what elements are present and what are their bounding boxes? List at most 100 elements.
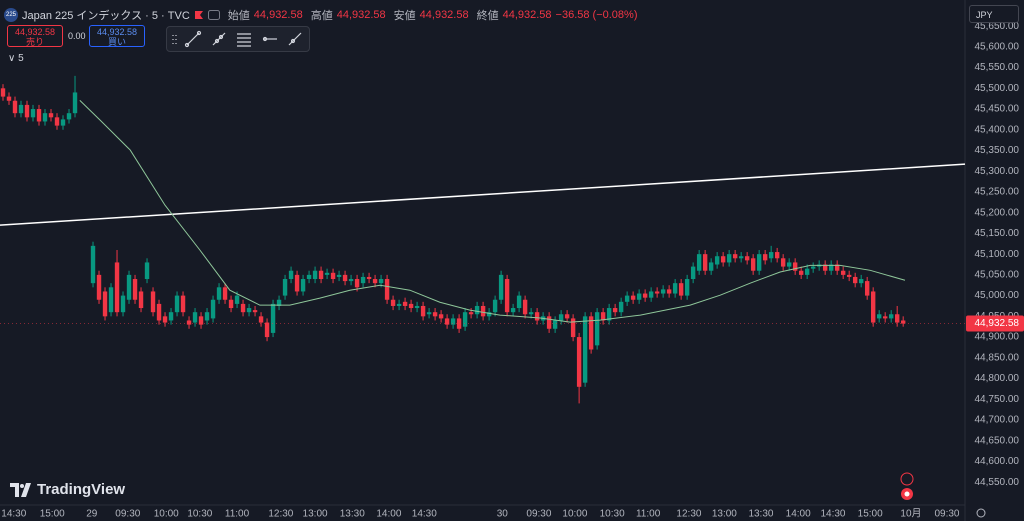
indicator-label: 5 <box>18 53 24 64</box>
candle-body <box>132 279 138 300</box>
candle-body <box>840 270 846 275</box>
market-icon[interactable] <box>207 10 220 20</box>
y-tick-label: 44,750.00 <box>975 394 1020 405</box>
x-tick-label: 12:30 <box>268 509 293 520</box>
candle-body <box>276 299 282 306</box>
candle-body <box>126 274 132 300</box>
candle-body <box>90 245 96 284</box>
trendline-tool[interactable] <box>186 32 200 46</box>
x-tick-label: 14:30 <box>820 509 845 520</box>
candle-body <box>348 279 354 282</box>
header: 225 Japan 225 インデックス · 5 · TVC 始値 44,932.… <box>4 7 637 23</box>
y-tick-label: 45,200.00 <box>975 207 1020 218</box>
sell-button[interactable]: 44,932.58 売り <box>7 25 63 47</box>
candle-body <box>300 279 306 292</box>
candle-body <box>318 270 324 280</box>
candle-body <box>42 113 48 122</box>
y-tick-label: 45,000.00 <box>975 290 1020 301</box>
x-tick-label: 14:30 <box>412 509 437 520</box>
candle-body <box>384 279 390 300</box>
logo-text: TradingView <box>37 481 126 498</box>
candle-body <box>846 274 852 277</box>
candle-body <box>240 303 246 313</box>
sell-price: 44,932.58 <box>14 27 56 37</box>
buy-price: 44,932.58 <box>96 27 138 37</box>
candle-body <box>144 262 150 280</box>
x-tick-label: 13:30 <box>340 509 365 520</box>
currency-select[interactable]: JPY <box>969 5 1019 23</box>
candle-body <box>516 295 522 309</box>
x-tick-label: 12:30 <box>676 509 701 520</box>
y-tick-label: 45,500.00 <box>975 83 1020 94</box>
candle-body <box>414 305 420 309</box>
candle-body <box>264 322 270 338</box>
candle-body <box>354 279 360 288</box>
path-tool[interactable] <box>288 32 302 46</box>
y-tick-label: 45,550.00 <box>975 62 1020 73</box>
grip[interactable] <box>172 35 177 44</box>
candle-body <box>252 310 258 313</box>
candle-body <box>168 312 174 321</box>
logo: TradingView <box>10 481 125 498</box>
drawing-toolbar <box>166 26 310 52</box>
candle-body <box>576 337 582 387</box>
x-tick-label: 11:00 <box>225 509 250 520</box>
candle-body <box>762 254 768 261</box>
candle-body <box>150 291 156 313</box>
spread: 0.00 <box>68 31 86 41</box>
x-tick-label: 14:00 <box>376 509 401 520</box>
candle-body <box>792 262 798 271</box>
candle-body <box>366 276 372 280</box>
candle-body <box>390 299 396 306</box>
candle-body <box>504 279 510 313</box>
ray-tool[interactable] <box>212 32 226 46</box>
candle-body <box>282 279 288 296</box>
x-tick-label: 10:30 <box>187 509 212 520</box>
candle-body <box>432 312 438 317</box>
change: −36.58 (−0.08%) <box>555 9 638 21</box>
indicator[interactable]: ∨ 5 <box>8 53 24 64</box>
candle-body <box>600 312 606 321</box>
candle-body <box>462 312 468 327</box>
candle-body <box>186 320 192 325</box>
x-tick-label: 09:30 <box>115 509 140 520</box>
x-tick-label: 30 <box>497 509 509 520</box>
currency: JPY <box>976 10 993 20</box>
candle-body <box>702 254 708 271</box>
x-tick-label: 09:30 <box>526 509 551 520</box>
candle-body <box>336 274 342 277</box>
candle-body <box>6 96 12 101</box>
candle-body <box>630 295 636 300</box>
candle-body <box>684 279 690 296</box>
candle-body <box>642 293 648 298</box>
candle-body <box>498 274 504 300</box>
flag-icon[interactable] <box>194 10 204 20</box>
fib-tool[interactable] <box>237 33 251 47</box>
candle-body <box>18 104 24 114</box>
ohlc-value: 44,932.58 <box>336 9 386 21</box>
candle-body <box>72 92 78 114</box>
candle-body <box>660 289 666 294</box>
candle-body <box>54 117 60 126</box>
candle-body <box>222 287 228 300</box>
candle-body <box>798 270 804 275</box>
ohlc-label: 安値 <box>393 10 416 22</box>
candle-body <box>30 109 36 118</box>
candle-body <box>108 287 114 313</box>
symbol-badge: 225 <box>4 8 18 22</box>
candle-body <box>654 291 660 294</box>
symbol-title[interactable]: Japan 225 インデックス · 5 · TVC <box>22 10 190 22</box>
ohlc-label: 始値 <box>227 10 250 22</box>
candle-body <box>396 303 402 306</box>
candle-body <box>594 312 600 346</box>
candle-body <box>510 308 516 313</box>
candle-body <box>486 312 492 317</box>
candle-body <box>270 303 276 333</box>
x-tick-label: 14:30 <box>1 509 26 520</box>
candle-body <box>534 312 540 321</box>
candle-body <box>744 256 750 261</box>
buy-button[interactable]: 44,932.58 買い <box>89 25 145 47</box>
y-tick-label: 45,300.00 <box>975 166 1020 177</box>
